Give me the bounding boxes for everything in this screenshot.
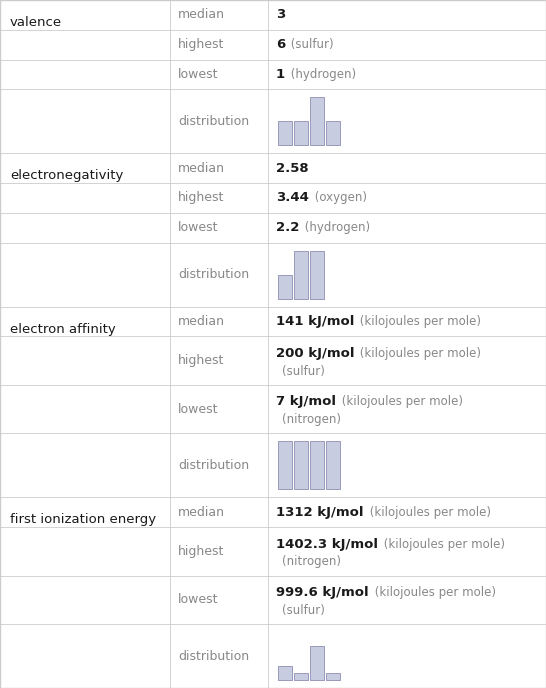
Text: 999.6 kJ/mol: 999.6 kJ/mol bbox=[276, 586, 369, 599]
Text: (sulfur): (sulfur) bbox=[282, 365, 325, 378]
Text: (kilojoules per mole): (kilojoules per mole) bbox=[365, 506, 490, 519]
Text: (kilojoules per mole): (kilojoules per mole) bbox=[338, 396, 463, 408]
Text: 2.58: 2.58 bbox=[276, 162, 308, 175]
Text: (kilojoules per mole): (kilojoules per mole) bbox=[380, 537, 505, 550]
Text: 1402.3 kJ/mol: 1402.3 kJ/mol bbox=[276, 537, 378, 550]
Text: median: median bbox=[178, 506, 225, 519]
Bar bbox=[310, 441, 324, 489]
Bar bbox=[294, 121, 308, 145]
Text: distribution: distribution bbox=[178, 115, 249, 128]
Bar bbox=[326, 441, 340, 489]
Text: (oxygen): (oxygen) bbox=[311, 191, 367, 204]
Text: lowest: lowest bbox=[178, 221, 218, 234]
Text: distribution: distribution bbox=[178, 649, 249, 663]
Text: 3: 3 bbox=[276, 8, 285, 21]
Text: (hydrogen): (hydrogen) bbox=[287, 68, 356, 81]
Bar bbox=[310, 97, 324, 145]
Text: median: median bbox=[178, 162, 225, 175]
Text: valence: valence bbox=[10, 16, 62, 29]
Text: distribution: distribution bbox=[178, 459, 249, 472]
Bar bbox=[310, 250, 324, 299]
Bar bbox=[326, 673, 340, 680]
Bar bbox=[278, 665, 292, 680]
Text: (nitrogen): (nitrogen) bbox=[282, 555, 341, 568]
Bar bbox=[294, 441, 308, 489]
Text: (sulfur): (sulfur) bbox=[282, 604, 325, 617]
Text: 141 kJ/mol: 141 kJ/mol bbox=[276, 315, 354, 328]
Text: lowest: lowest bbox=[178, 68, 218, 81]
Bar bbox=[310, 647, 324, 680]
Text: (kilojoules per mole): (kilojoules per mole) bbox=[357, 315, 482, 328]
Bar bbox=[278, 275, 292, 299]
Text: highest: highest bbox=[178, 545, 224, 558]
Text: (kilojoules per mole): (kilojoules per mole) bbox=[357, 347, 482, 360]
Text: 1312 kJ/mol: 1312 kJ/mol bbox=[276, 506, 364, 519]
Text: 1: 1 bbox=[276, 68, 285, 81]
Bar bbox=[278, 121, 292, 145]
Text: highest: highest bbox=[178, 191, 224, 204]
Text: 200 kJ/mol: 200 kJ/mol bbox=[276, 347, 354, 360]
Text: 3.44: 3.44 bbox=[276, 191, 309, 204]
Text: (kilojoules per mole): (kilojoules per mole) bbox=[371, 586, 496, 599]
Bar bbox=[294, 250, 308, 299]
Bar bbox=[326, 121, 340, 145]
Text: first ionization energy: first ionization energy bbox=[10, 513, 156, 526]
Text: (hydrogen): (hydrogen) bbox=[301, 221, 371, 234]
Bar bbox=[294, 673, 308, 680]
Text: highest: highest bbox=[178, 354, 224, 367]
Text: 7 kJ/mol: 7 kJ/mol bbox=[276, 396, 336, 408]
Text: lowest: lowest bbox=[178, 593, 218, 606]
Text: (nitrogen): (nitrogen) bbox=[282, 413, 341, 427]
Bar bbox=[278, 441, 292, 489]
Text: 6: 6 bbox=[276, 38, 285, 51]
Text: electron affinity: electron affinity bbox=[10, 323, 116, 336]
Text: 2.2: 2.2 bbox=[276, 221, 299, 234]
Text: electronegativity: electronegativity bbox=[10, 169, 123, 182]
Text: distribution: distribution bbox=[178, 268, 249, 281]
Text: median: median bbox=[178, 315, 225, 328]
Text: median: median bbox=[178, 8, 225, 21]
Text: highest: highest bbox=[178, 38, 224, 51]
Text: lowest: lowest bbox=[178, 402, 218, 416]
Text: (sulfur): (sulfur) bbox=[287, 38, 334, 51]
